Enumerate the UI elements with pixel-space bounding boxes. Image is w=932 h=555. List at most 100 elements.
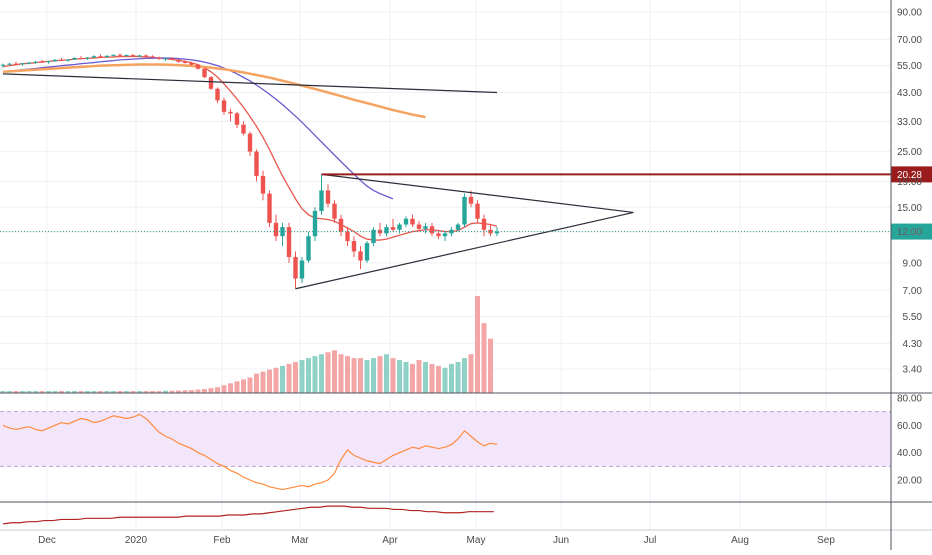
rsi-tick-2: 40.00 xyxy=(897,448,922,459)
candle-body xyxy=(338,218,344,232)
rsi-tick-3: 20.00 xyxy=(897,476,922,487)
candle-body xyxy=(13,63,19,65)
candle-body xyxy=(455,224,461,230)
candle-body xyxy=(124,55,129,57)
volume-bar xyxy=(306,358,311,393)
candle-body xyxy=(46,61,51,63)
candle-body xyxy=(488,229,493,234)
volume-bar xyxy=(436,365,441,393)
candle-body xyxy=(371,229,376,244)
candle-body xyxy=(163,58,168,60)
price-tick-12: 4.30 xyxy=(903,339,923,350)
rsi-tick-1: 60.00 xyxy=(897,421,922,432)
candle-body xyxy=(156,57,162,59)
candle-body xyxy=(273,222,279,237)
candle-body xyxy=(475,203,480,219)
volume-bar xyxy=(481,323,487,393)
candle-body xyxy=(410,218,415,225)
candle-body xyxy=(52,59,58,62)
candle-body xyxy=(423,226,428,229)
price-tick-5: 25.00 xyxy=(897,147,922,158)
ma-line-2 xyxy=(2,63,426,119)
volume-bar xyxy=(390,358,396,393)
rsi-tick-0: 80.00 xyxy=(897,394,922,405)
time-label-2: Feb xyxy=(213,535,231,546)
candle-body xyxy=(72,58,77,60)
price-tick-2: 55.00 xyxy=(897,61,922,72)
candle-body xyxy=(468,196,474,204)
candle-body xyxy=(65,59,71,61)
candle-body xyxy=(403,218,409,225)
price-tick-3: 43.00 xyxy=(897,88,922,99)
volume-bar xyxy=(397,360,402,393)
candle-body xyxy=(449,229,454,234)
price-tick-11: 5.50 xyxy=(903,312,923,323)
candle-body xyxy=(104,55,110,57)
volume-bar xyxy=(98,391,103,393)
volume-bar xyxy=(33,391,38,393)
volume-bar xyxy=(137,391,142,393)
volume-bar xyxy=(280,365,285,393)
price-tick-0: 90.00 xyxy=(897,8,922,19)
volume-bar xyxy=(228,383,233,393)
candle-body xyxy=(442,233,448,237)
volume-bar xyxy=(429,363,435,393)
candle-body xyxy=(182,61,188,63)
volume-bar xyxy=(195,389,201,393)
volume-bar xyxy=(111,391,116,393)
volume-bar xyxy=(221,385,227,393)
volume-bar xyxy=(163,390,168,393)
candle-body xyxy=(169,58,175,60)
candle-body xyxy=(397,224,402,230)
time-label-1: 2020 xyxy=(125,535,148,546)
time-label-0: Dec xyxy=(38,535,56,546)
rsi-band xyxy=(0,411,891,467)
volume-bar xyxy=(247,377,253,393)
volume-bar xyxy=(364,360,370,393)
candle-body xyxy=(117,54,123,56)
volume-bar xyxy=(449,363,454,393)
volume-bar xyxy=(26,391,32,393)
price-tick-6: 19.00 xyxy=(897,177,922,188)
candle-body xyxy=(299,260,305,279)
candle-body xyxy=(325,190,331,204)
time-label-7: Jul xyxy=(644,535,657,546)
candle-body xyxy=(221,100,227,112)
candle-body xyxy=(202,68,207,78)
trendline-0 xyxy=(2,73,498,94)
volume-bar xyxy=(416,360,422,393)
candle-body xyxy=(358,251,363,261)
candle-body xyxy=(228,111,233,114)
trendlines[interactable] xyxy=(2,73,634,290)
candle-body xyxy=(351,241,357,252)
candle-body xyxy=(384,227,389,234)
rsi-line xyxy=(2,413,498,491)
volume-bar xyxy=(462,358,467,393)
time-label-6: Jun xyxy=(553,535,569,546)
volume-bar xyxy=(169,390,175,393)
trendline-2 xyxy=(295,211,634,290)
candle-body xyxy=(247,133,253,152)
volume-bar xyxy=(286,363,292,393)
volume-bar xyxy=(117,391,123,393)
candle-body xyxy=(436,233,441,237)
volume-bar xyxy=(13,391,19,393)
candles[interactable] xyxy=(0,53,500,289)
candle-body xyxy=(390,227,396,230)
time-label-8: Aug xyxy=(731,535,749,546)
rsi-pane xyxy=(0,411,891,491)
candle-body xyxy=(241,124,246,134)
volume-bar xyxy=(254,373,259,393)
volume-bar xyxy=(59,391,64,393)
candle-body xyxy=(332,203,337,219)
trendline-1 xyxy=(321,173,634,214)
volume-bar xyxy=(176,390,181,393)
candle-body xyxy=(20,63,25,65)
candle-body xyxy=(195,64,201,69)
candle-body xyxy=(260,175,266,194)
candle-body xyxy=(254,151,259,176)
volume-bar xyxy=(358,358,363,393)
time-label-3: Mar xyxy=(291,535,309,546)
